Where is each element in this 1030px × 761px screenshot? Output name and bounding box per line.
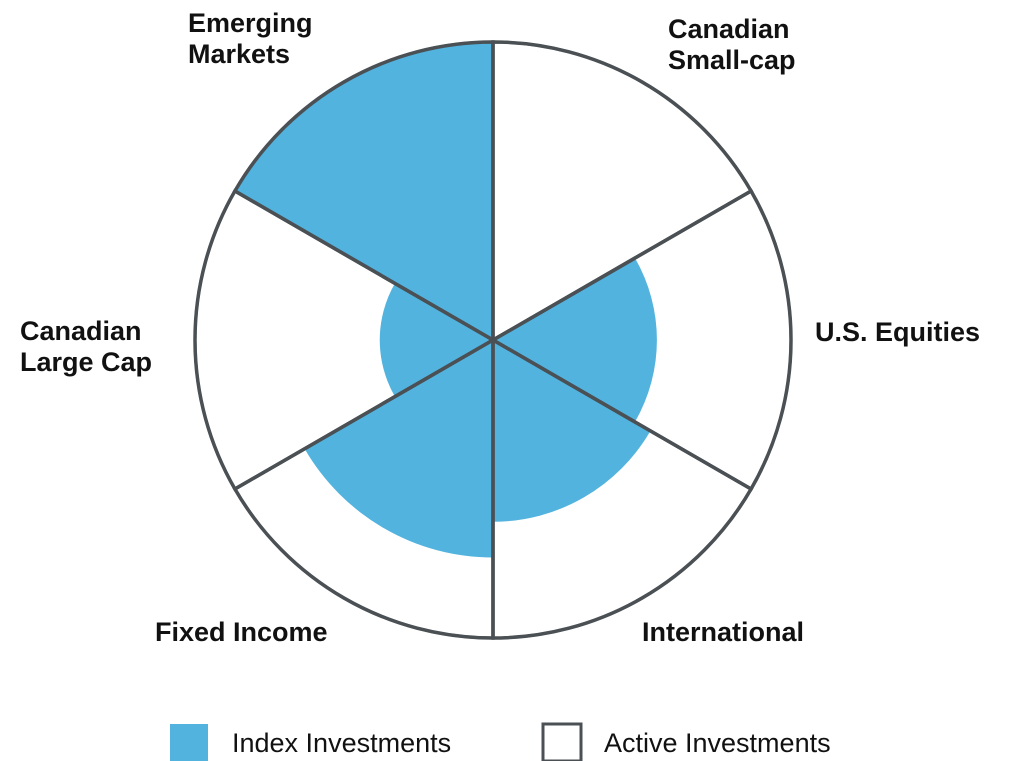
index-sector bbox=[234, 42, 493, 340]
sector-outline bbox=[232, 40, 495, 344]
category-label: Canadian Small-cap bbox=[668, 14, 796, 75]
legend-swatch bbox=[541, 722, 583, 761]
sector-outline bbox=[193, 188, 497, 492]
category-label: International bbox=[642, 617, 805, 647]
sector-outline bbox=[489, 188, 793, 492]
index-sector bbox=[493, 340, 651, 522]
category-label: Fixed Income bbox=[155, 617, 328, 647]
index-sector bbox=[493, 258, 657, 422]
category-label: Canadian Large Cap bbox=[20, 316, 153, 377]
legend-swatch bbox=[170, 724, 208, 761]
sector-outline bbox=[491, 336, 754, 640]
legend-label: Active Investments bbox=[604, 728, 831, 758]
sector-outline bbox=[232, 336, 495, 640]
index-sector bbox=[304, 340, 493, 558]
index-sector bbox=[379, 283, 493, 397]
category-label: Emerging Markets bbox=[188, 8, 313, 69]
category-label: U.S. Equities bbox=[815, 317, 981, 347]
legend-label: Index Investments bbox=[232, 728, 452, 758]
sector-outline bbox=[491, 40, 754, 344]
